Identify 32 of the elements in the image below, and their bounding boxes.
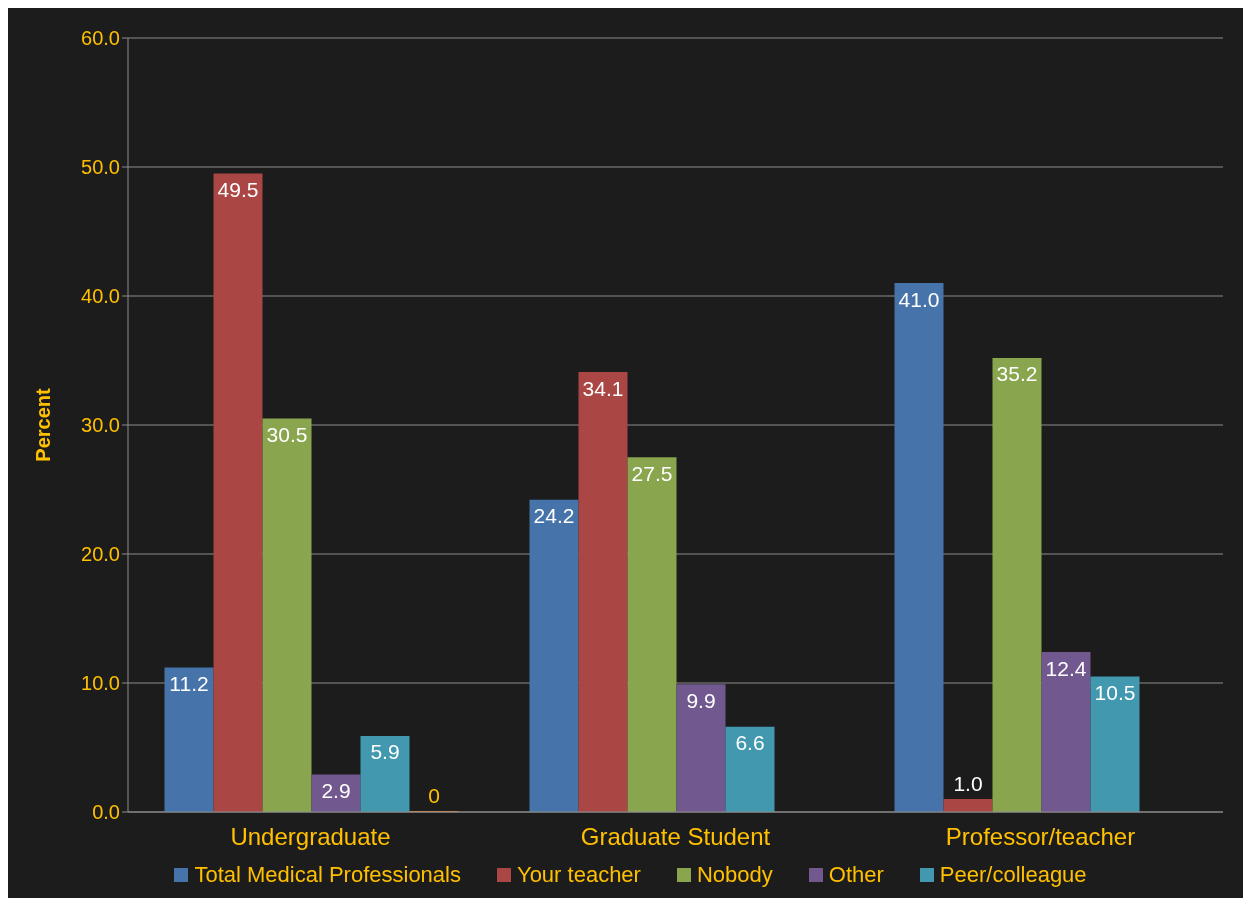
legend-label: Peer/colleague	[939, 862, 1087, 888]
data-label: 41.0	[898, 287, 940, 311]
x-tick-label: Graduate Student	[580, 823, 771, 851]
data-label: 9.9	[686, 688, 716, 712]
legend-label: Other	[828, 862, 884, 888]
legend-label: Your teacher	[516, 862, 641, 888]
legend-label: Total Medical Professionals	[194, 862, 461, 888]
y-tick-label: 40.0	[81, 285, 120, 308]
y-tick-label: 50.0	[81, 156, 120, 179]
y-axis-title: Percent	[32, 387, 55, 462]
y-tick-label: 60.0	[81, 27, 120, 50]
y-tick-label: 20.0	[81, 543, 120, 566]
data-label: 5.9	[370, 740, 400, 764]
x-tick-label: Professor/teacher	[945, 823, 1136, 851]
data-label: 6.6	[735, 731, 765, 755]
data-label: 0	[428, 784, 440, 807]
data-label: 34.1	[582, 376, 624, 400]
data-label: 49.5	[217, 178, 259, 201]
y-tick-label: 30.0	[81, 414, 120, 437]
data-label: 27.5	[631, 461, 673, 485]
x-tick-label: Undergraduate	[230, 823, 391, 851]
data-label: 12.4	[1045, 656, 1087, 680]
legend-label: Nobody	[696, 862, 773, 888]
data-label: 1.0	[953, 772, 983, 796]
data-label: 11.2	[169, 672, 209, 696]
y-tick-label: 0.0	[92, 801, 120, 824]
data-label: 24.2	[533, 504, 575, 528]
y-tick-label: 10.0	[81, 672, 120, 695]
data-label: 10.5	[1094, 681, 1136, 705]
data-label: 2.9	[321, 779, 351, 803]
data-label: 35.2	[996, 362, 1038, 386]
data-label: 30.5	[266, 423, 308, 447]
